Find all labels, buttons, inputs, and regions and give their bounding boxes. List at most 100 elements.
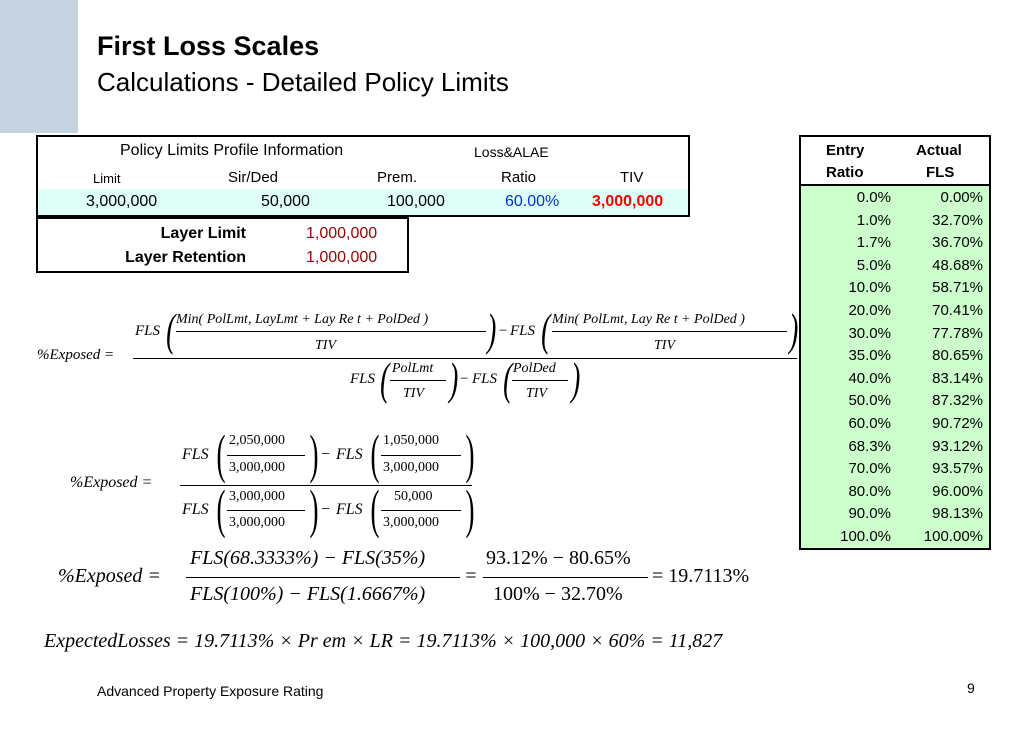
f1-paren: ) bbox=[571, 353, 581, 404]
f1-den-tiv-2: TIV bbox=[526, 386, 547, 401]
f2-minus: − bbox=[320, 501, 331, 518]
f2-fls: FLS bbox=[182, 501, 209, 518]
sirded-value: 50,000 bbox=[261, 193, 310, 210]
f2-paren: ) bbox=[309, 424, 319, 484]
f1-bar bbox=[176, 331, 486, 332]
policy-values-row: 3,000,000 50,000 100,000 60.00% 3,000,00… bbox=[38, 189, 688, 215]
limit-value: 3,000,000 bbox=[86, 193, 158, 210]
f1-bar bbox=[512, 380, 568, 381]
f2-paren: ( bbox=[370, 479, 380, 539]
f2-n1-top: 2,050,000 bbox=[229, 433, 285, 448]
f2-lhs: %Exposed = bbox=[70, 474, 153, 491]
prem-value: 100,000 bbox=[387, 193, 445, 210]
entry-ratio-cell: 80.0% bbox=[848, 482, 891, 500]
fls-table-row: 70.0% 93.57% bbox=[801, 457, 989, 480]
f1-num-fls-2: FLS bbox=[510, 323, 536, 339]
f2-minus: − bbox=[320, 446, 331, 463]
f2-fls: FLS bbox=[182, 446, 209, 463]
actual-header-1: Actual bbox=[916, 142, 962, 159]
col-tiv: TIV bbox=[620, 169, 644, 186]
actual-fls-cell: 80.65% bbox=[932, 347, 983, 365]
fls-table-row: 30.0% 77.78% bbox=[801, 322, 989, 345]
layer-limit-label: Layer Limit bbox=[160, 225, 246, 242]
fls-table-row: 20.0% 70.41% bbox=[801, 299, 989, 322]
fls-table-row: 1.0% 32.70% bbox=[801, 209, 989, 232]
entry-header-1: Entry bbox=[826, 142, 865, 159]
f1-paren: ( bbox=[503, 353, 513, 404]
fls-table-row: 60.0% 90.72% bbox=[801, 412, 989, 435]
loss-alae-label: Loss&ALAE bbox=[474, 144, 549, 160]
f1-den-minus: − bbox=[459, 371, 470, 387]
f3-bar bbox=[483, 577, 648, 578]
entry-ratio-cell: 70.0% bbox=[848, 460, 891, 478]
actual-fls-cell: 0.00% bbox=[940, 189, 983, 206]
fls-table-body: 0.0% 0.00% 1.0% 32.70% 1.7% 36.70% 5.0% 48.68% 1… bbox=[801, 186, 989, 548]
entry-ratio-cell: 20.0% bbox=[848, 302, 891, 319]
f1-paren: ) bbox=[487, 304, 497, 355]
f2-paren: ) bbox=[309, 479, 319, 539]
entry-ratio-cell: 68.3% bbox=[848, 437, 891, 455]
actual-header-2: FLS bbox=[926, 164, 955, 181]
layer-limit-value: 1,000,000 bbox=[306, 225, 378, 242]
f2-paren: ( bbox=[216, 479, 226, 539]
actual-fls-cell: 58.71% bbox=[932, 279, 983, 297]
f3-den2: 100% − 32.70% bbox=[493, 583, 623, 605]
f2-paren: ) bbox=[465, 424, 475, 484]
fls-table-row: 68.3% 93.12% bbox=[801, 435, 989, 458]
actual-fls-cell: 100.00% bbox=[923, 528, 983, 545]
f2-bar bbox=[227, 455, 305, 456]
fls-table-row: 5.0% 48.68% bbox=[801, 254, 989, 277]
f2-d1-top: 3,000,000 bbox=[229, 489, 285, 504]
entry-ratio-cell: 60.0% bbox=[848, 415, 891, 432]
fls-table-row: 50.0% 87.32% bbox=[801, 389, 989, 412]
f1-num-inner-1: Min( PolLmt, LayLmt + Lay Re t + PolDed … bbox=[176, 312, 429, 327]
f2-d2-bot: 3,000,000 bbox=[383, 515, 439, 530]
actual-fls-cell: 87.32% bbox=[932, 392, 983, 410]
fls-table-row: 90.0% 98.13% bbox=[801, 502, 989, 525]
f2-paren: ) bbox=[465, 479, 475, 539]
f2-main-fraction-bar bbox=[180, 485, 472, 486]
f2-paren: ( bbox=[216, 424, 226, 484]
f1-paren: ) bbox=[449, 353, 459, 404]
tiv-value: 3,000,000 bbox=[592, 193, 664, 210]
entry-ratio-cell: 30.0% bbox=[848, 324, 891, 342]
actual-fls-cell: 98.13% bbox=[932, 505, 983, 523]
f1-main-fraction-bar bbox=[133, 358, 797, 359]
actual-fls-cell: 32.70% bbox=[932, 211, 983, 229]
entry-ratio-cell: 90.0% bbox=[848, 505, 891, 523]
f1-den-fls-2: FLS bbox=[472, 371, 498, 387]
slide-footer: Advanced Property Exposure Rating bbox=[97, 683, 324, 699]
f1-paren: ( bbox=[380, 353, 390, 404]
entry-ratio-cell: 1.7% bbox=[856, 234, 891, 252]
actual-fls-cell: 90.72% bbox=[932, 415, 983, 432]
f2-d2-top: 50,000 bbox=[394, 489, 433, 504]
fls-table-row: 1.7% 36.70% bbox=[801, 231, 989, 254]
f2-bar bbox=[381, 510, 461, 511]
entry-ratio-cell: 10.0% bbox=[848, 279, 891, 297]
entry-ratio-cell: 35.0% bbox=[848, 347, 891, 365]
f2-bar bbox=[227, 510, 305, 511]
slide-subtitle: Calculations - Detailed Policy Limits bbox=[97, 67, 509, 97]
fls-table-row: 0.0% 0.00% bbox=[801, 186, 989, 209]
f3-result: = 19.7113% bbox=[652, 565, 750, 587]
f1-den-fls-1: FLS bbox=[350, 371, 376, 387]
f1-bar bbox=[390, 380, 446, 381]
col-limit: Limit bbox=[93, 171, 121, 186]
f1-num-tiv-2: TIV bbox=[654, 338, 675, 353]
f1-den-pollmt: PolLmt bbox=[392, 361, 434, 376]
f1-minus: − bbox=[498, 323, 509, 339]
f1-lhs: %Exposed = bbox=[37, 347, 115, 363]
actual-fls-cell: 77.78% bbox=[932, 324, 983, 342]
accent-bar bbox=[0, 0, 78, 133]
f2-fls: FLS bbox=[336, 501, 363, 518]
f1-paren: ( bbox=[166, 304, 176, 355]
f2-n1-bot: 3,000,000 bbox=[229, 460, 285, 475]
actual-fls-cell: 48.68% bbox=[932, 256, 983, 274]
entry-ratio-cell: 50.0% bbox=[848, 392, 891, 410]
slide-title: First Loss Scales bbox=[97, 31, 320, 61]
actual-fls-cell: 93.57% bbox=[932, 460, 983, 478]
fls-table-row: 35.0% 80.65% bbox=[801, 344, 989, 367]
f1-num-fls-1: FLS bbox=[135, 323, 161, 339]
layer-retention-label: Layer Retention bbox=[125, 249, 246, 266]
entry-ratio-cell: 1.0% bbox=[856, 211, 891, 229]
